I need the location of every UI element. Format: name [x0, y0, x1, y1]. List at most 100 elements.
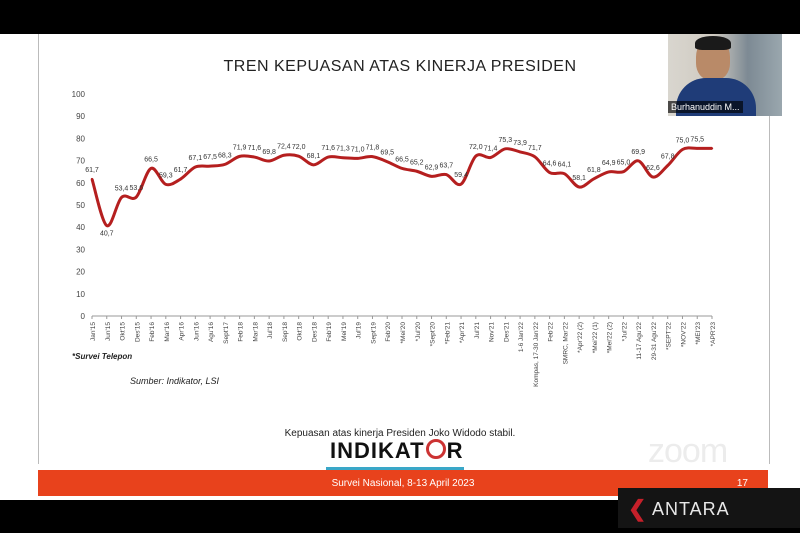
data-label: 69,8	[262, 149, 276, 156]
slide-frame	[38, 34, 770, 464]
logo-circle-icon	[425, 439, 446, 459]
data-point	[489, 156, 492, 159]
x-tick-label: *Feb'21	[444, 322, 451, 345]
logo-underline	[326, 467, 464, 471]
data-point	[459, 182, 463, 186]
data-point	[592, 177, 596, 181]
data-label: 72,4	[277, 143, 291, 150]
data-point	[504, 147, 507, 151]
y-tick-label: 80	[76, 134, 85, 143]
logo-text-prefix: INDIKAT	[330, 438, 425, 463]
x-tick-label: *APR'23	[710, 322, 717, 347]
data-point	[533, 155, 537, 159]
data-label: 71,8	[366, 145, 380, 152]
data-point	[607, 170, 610, 174]
data-label: 66,5	[144, 156, 158, 163]
x-tick-label: *MEI'23	[695, 322, 702, 345]
zoom-watermark: zoom	[648, 432, 728, 470]
x-tick-label: *Jul'20	[415, 322, 422, 342]
survey-note: *Survei Telepon	[72, 352, 133, 361]
data-point	[681, 148, 684, 151]
data-point	[238, 155, 241, 158]
data-point	[474, 154, 478, 158]
data-label: 72,0	[292, 144, 306, 151]
participant-hair	[695, 36, 731, 50]
page-number: 17	[736, 478, 748, 489]
data-label: 64,1	[558, 162, 572, 169]
x-tick-label: Kompas, 17-30 Jan'22	[533, 322, 540, 387]
data-point	[622, 170, 625, 173]
x-tick-label: Feb'22	[548, 322, 555, 342]
data-point	[577, 185, 581, 189]
x-tick-label: *Mei'22 (1)	[592, 322, 599, 353]
y-tick-label: 40	[76, 223, 85, 232]
x-tick-label: Jan'15	[90, 322, 97, 341]
source-note: Sumber: Indikator, LSI	[130, 376, 220, 386]
x-tick-label: *Apr'22 (2)	[577, 322, 584, 353]
data-point	[636, 159, 640, 163]
data-point	[518, 150, 522, 154]
participant-video-tile[interactable]: Burhanuddin M...	[668, 34, 782, 116]
data-label: 68,1	[307, 153, 321, 160]
data-label: 71,7	[528, 145, 542, 152]
slide-caption: Kepuasan atas kinerja Presiden Joko Wido…	[284, 428, 516, 439]
x-tick-label: Des'21	[503, 322, 510, 342]
data-label: 67,1	[189, 155, 203, 162]
presentation-slide: TREN KEPUASAN ATAS KINERJA PRESIDEN 0 10 2…	[0, 34, 800, 500]
x-tick-label: Des'18	[311, 322, 318, 342]
data-point	[312, 163, 315, 167]
data-label: 71,0	[351, 146, 365, 153]
logo-text-suffix: R	[446, 438, 464, 463]
data-label: 66,5	[395, 156, 409, 163]
x-tick-label: Feb'20	[385, 322, 392, 342]
data-point	[326, 155, 330, 159]
data-label: 73,9	[513, 140, 527, 147]
data-point	[415, 170, 418, 173]
footer-survey-text: Survei Nasional, 8-13 April 2023	[331, 478, 475, 489]
data-point	[282, 154, 286, 157]
data-label: 71,6	[248, 145, 262, 152]
data-point	[548, 171, 551, 174]
antara-wordmark: ANTARA	[652, 499, 730, 519]
data-point	[341, 156, 345, 159]
data-label: 64,6	[543, 161, 557, 168]
data-label: 59,3	[159, 172, 173, 179]
data-label: 71,9	[233, 144, 247, 151]
x-tick-label: Feb'19	[326, 322, 333, 342]
data-label: 62,6	[646, 165, 660, 172]
data-point	[696, 147, 699, 150]
x-tick-label: Okt'15	[120, 322, 127, 341]
x-tick-label: *SEPT'22	[666, 322, 673, 350]
x-tick-label: Nov'21	[489, 322, 496, 342]
data-point	[149, 167, 153, 170]
y-tick-label: 30	[76, 245, 85, 254]
data-point	[651, 175, 655, 179]
data-point	[164, 183, 168, 186]
data-point	[297, 154, 300, 158]
data-point	[179, 177, 182, 181]
data-point	[356, 157, 359, 160]
data-point	[120, 196, 123, 199]
data-label: 69,9	[631, 149, 645, 156]
x-tick-label: Mei'19	[341, 322, 348, 341]
data-point	[430, 175, 433, 178]
data-point	[135, 195, 138, 199]
x-tick-label: *Jul'22	[621, 322, 628, 342]
data-point	[223, 163, 227, 166]
x-tick-label: Jul'18	[267, 322, 274, 339]
antara-logo-icon: ❮	[628, 496, 647, 521]
data-point	[386, 160, 389, 163]
data-label: 65,2	[410, 159, 424, 166]
x-tick-label: 11-17 Agu'22	[636, 322, 643, 360]
data-point	[710, 147, 714, 150]
data-label: 75,0	[676, 138, 690, 145]
x-tick-label: 1-6 Jan'22	[518, 322, 525, 353]
y-tick-label: 90	[76, 112, 85, 121]
y-tick-label: 100	[72, 90, 86, 99]
data-label: 67,5	[203, 154, 217, 161]
x-tick-label: 29-31 Agu'22	[651, 322, 658, 360]
data-point	[267, 159, 271, 163]
data-label: 61,8	[587, 167, 601, 174]
data-label: 71,6	[321, 145, 335, 152]
data-point	[400, 167, 404, 170]
